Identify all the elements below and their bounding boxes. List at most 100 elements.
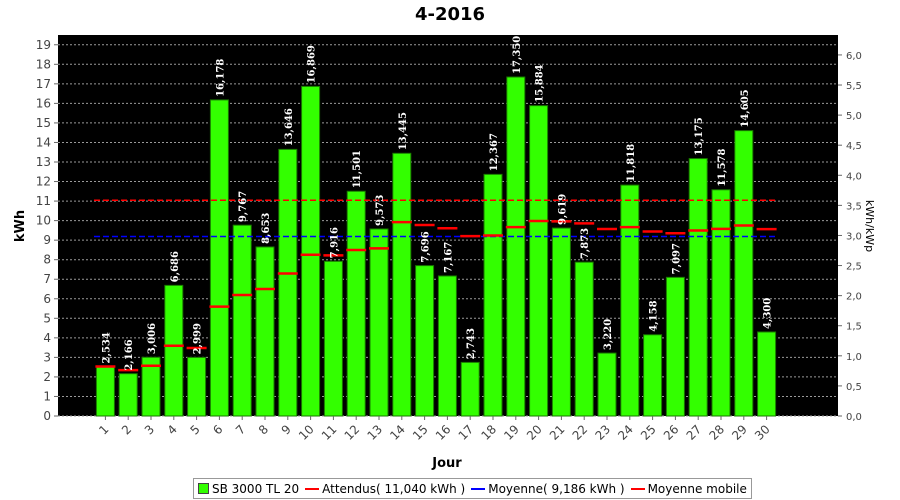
data-label: 2,534	[101, 332, 112, 363]
data-label: 11,818	[626, 144, 637, 182]
x-tick-label: 30	[752, 422, 773, 443]
data-label: 7,916	[329, 227, 340, 258]
data-label: 13,445	[398, 112, 409, 150]
x-tick-label: 3	[142, 422, 157, 437]
data-label: 12,367	[489, 133, 500, 171]
data-label: 3,220	[603, 319, 614, 350]
legend-item-average: Moyenne( 9,186 kWh )	[471, 481, 625, 496]
data-label: 11,501	[352, 150, 363, 188]
y-tick-label: 12	[36, 175, 51, 189]
bar	[574, 261, 594, 417]
x-tick-label: 4	[165, 422, 180, 437]
y2-axis-label: kWh/kWp	[863, 200, 876, 252]
y-tick-label: 6	[43, 292, 51, 306]
data-label: 7,696	[421, 231, 432, 262]
y-tick-label: 8	[43, 253, 51, 267]
y2-tick-label: 3,0	[846, 231, 862, 242]
x-tick-label: 13	[364, 422, 385, 443]
bar	[437, 275, 457, 417]
x-tick-label: 25	[638, 422, 659, 443]
data-label: 7,873	[580, 228, 591, 259]
bar	[506, 76, 526, 417]
data-label: 17,350	[512, 36, 523, 74]
data-label: 16,178	[215, 59, 226, 97]
x-tick-label: 2	[119, 422, 134, 437]
y-axis-label: kWh	[13, 210, 28, 242]
y-tick-label: 1	[43, 389, 51, 403]
legend-swatch-line	[630, 487, 645, 490]
data-label: 9,619	[557, 194, 568, 225]
bar	[118, 373, 138, 417]
data-label: 3,006	[147, 323, 158, 354]
legend-item-production: SB 3000 TL 20	[198, 482, 299, 496]
data-label: 2,743	[466, 328, 477, 359]
legend-item-moving-average: Moyenne mobile	[630, 481, 747, 496]
y2-tick-label: 1,0	[846, 352, 862, 363]
bar	[597, 352, 617, 417]
bar	[323, 260, 343, 417]
x-tick-label: 7	[233, 422, 248, 437]
legend-label: SB 3000 TL 20	[212, 481, 300, 496]
data-label: 13,175	[694, 117, 705, 155]
bar	[187, 356, 207, 417]
bar	[209, 99, 229, 417]
data-label: 11,578	[717, 148, 728, 186]
data-label: 7,097	[671, 243, 682, 274]
y2-tick-label: 5,5	[846, 81, 862, 92]
y2-tick-label: 3,5	[846, 201, 862, 212]
x-tick-label: 11	[319, 422, 340, 443]
y2-tick-label: 5,0	[846, 111, 862, 122]
legend-label: Attendus( 11,040 kWh )	[322, 481, 466, 496]
bar	[301, 85, 321, 417]
y-tick-label: 15	[36, 116, 51, 130]
data-label: 4,158	[649, 300, 660, 331]
y-tick-label: 14	[36, 135, 51, 149]
legend-swatch-bar	[198, 483, 209, 494]
legend: SB 3000 TL 20 Attendus( 11,040 kWh ) Moy…	[193, 478, 752, 499]
bar	[620, 184, 640, 417]
x-tick-label: 19	[501, 422, 522, 443]
data-label: 16,869	[307, 45, 318, 83]
y-tick-label: 4	[43, 331, 51, 345]
x-tick-label: 16	[433, 422, 454, 443]
legend-item-expected: Attendus( 11,040 kWh )	[305, 482, 465, 496]
y-tick-label: 18	[36, 57, 51, 71]
data-label: 7,167	[443, 242, 454, 273]
y-tick-label: 9	[43, 233, 51, 247]
bar	[529, 105, 549, 417]
bar	[95, 365, 115, 417]
y-tick-label: 0	[43, 409, 51, 423]
bar	[278, 148, 298, 417]
x-tick-label: 17	[456, 422, 477, 443]
y-tick-label: 13	[36, 155, 51, 169]
legend-label: Moyenne( 9,186 kWh )	[488, 481, 625, 496]
bar	[415, 265, 435, 417]
x-tick-label: 22	[570, 422, 591, 443]
y2-tick-label: 6,0	[846, 51, 862, 62]
x-tick-label: 10	[296, 422, 317, 443]
y2-tick-label: 2,5	[846, 262, 862, 273]
x-tick-label: 27	[684, 422, 705, 443]
bar	[255, 246, 275, 417]
x-tick-label: 5	[187, 422, 202, 437]
data-label: 6,686	[170, 251, 181, 282]
x-tick-label: 9	[279, 422, 294, 437]
data-label: 2,999	[193, 323, 204, 354]
x-tick-label: 26	[661, 422, 682, 443]
x-tick-label: 29	[729, 422, 750, 443]
bar	[369, 228, 389, 417]
data-label: 8,653	[261, 213, 272, 244]
legend-swatch-line	[471, 487, 486, 490]
y-tick-label: 11	[36, 194, 51, 208]
bar	[757, 331, 777, 417]
bar	[688, 158, 708, 417]
x-tick-label: 21	[547, 422, 568, 443]
legend-label: Moyenne mobile	[647, 481, 747, 496]
x-tick-label: 12	[342, 422, 363, 443]
x-tick-label: 24	[615, 422, 636, 443]
data-label: 2,166	[124, 339, 135, 370]
y2-tick-label: 2,0	[846, 292, 862, 303]
data-label: 9,767	[238, 191, 249, 222]
x-tick-label: 8	[256, 422, 271, 437]
